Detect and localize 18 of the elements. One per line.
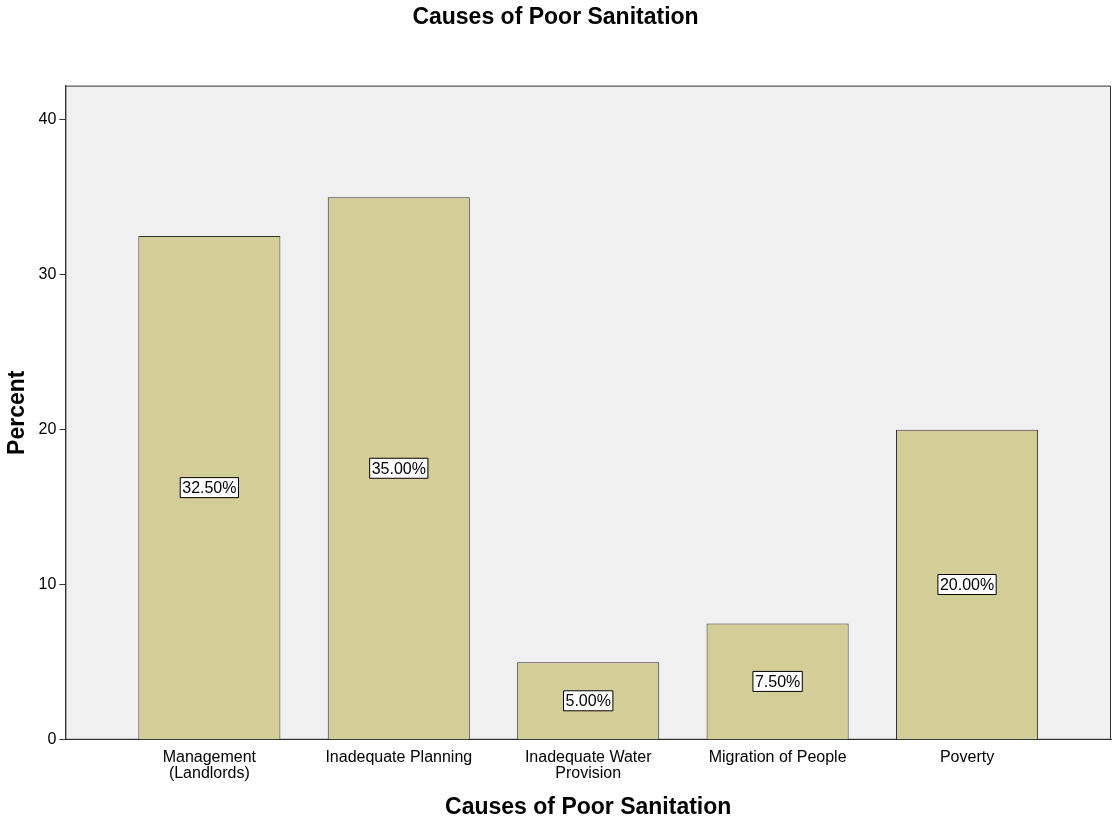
data-label: 35.00% (371, 459, 426, 477)
x-tick-label: Management (Landlords) (162, 747, 257, 782)
x-tick-label: Inadequate Water Provision (524, 747, 653, 782)
x-tick-label: Migration of People (708, 747, 847, 765)
data-label: 32.50% (182, 479, 237, 497)
data-label: 5.00% (565, 692, 611, 710)
y-tick-label: 30 (38, 265, 57, 283)
y-tick-label: 20 (38, 420, 57, 438)
y-tick-label: 0 (47, 730, 57, 748)
x-axis-title: Causes of Poor Sanitation (445, 792, 732, 819)
data-label: 20.00% (939, 575, 995, 593)
x-tick-label: Inadequate Planning (325, 747, 473, 765)
y-tick-label: 40 (38, 110, 57, 128)
chart-title: Causes of Poor Sanitation (412, 3, 699, 30)
x-tick-label: Poverty (939, 747, 995, 765)
y-axis-title: Percent (3, 370, 30, 455)
data-label: 7.50% (754, 672, 801, 690)
y-tick-label: 10 (38, 575, 57, 593)
